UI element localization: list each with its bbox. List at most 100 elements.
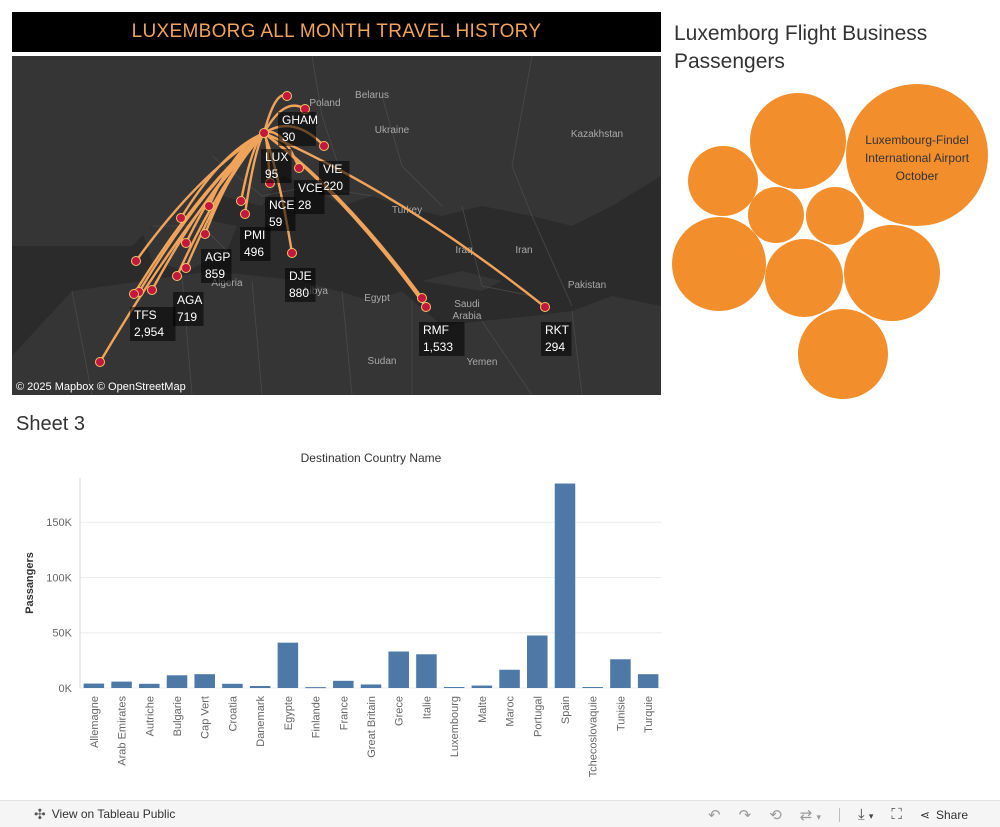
bubble[interactable]: [846, 84, 988, 226]
map-border: [511, 56, 533, 217]
bar[interactable]: [610, 659, 631, 688]
bar[interactable]: [166, 675, 188, 688]
flight-route[interactable]: [132, 132, 265, 295]
airport-marker[interactable]: [172, 271, 182, 281]
airport-marker[interactable]: [200, 229, 210, 239]
download-icon[interactable]: ⤓ ▾: [858, 806, 874, 823]
bar[interactable]: [194, 674, 215, 688]
map-border: [571, 310, 583, 395]
bar-chart[interactable]: Destination Country Name 0K 50K 100K 150K Pas…: [12, 445, 672, 795]
redo-icon[interactable]: ↷: [738, 806, 752, 824]
map-border: [381, 95, 443, 207]
bar[interactable]: [222, 683, 243, 688]
flight-route[interactable]: [263, 131, 546, 308]
airport-marker[interactable]: [236, 196, 246, 206]
flight-route[interactable]: [98, 132, 265, 363]
bar[interactable]: [249, 686, 271, 688]
airport-label-bg: [541, 322, 572, 356]
airport-marker[interactable]: [287, 248, 297, 258]
map-country-label: Egypt: [364, 293, 390, 304]
airport-marker[interactable]: [204, 201, 214, 211]
bar[interactable]: [111, 681, 132, 688]
bar[interactable]: [360, 684, 382, 688]
airport-marker[interactable]: [129, 289, 139, 299]
x-tick-label: Luxembourg: [449, 696, 461, 757]
airport-value-label: 28: [298, 198, 312, 212]
view-on-tableau-link[interactable]: ✣ View on Tableau Public: [34, 806, 175, 823]
airport-marker[interactable]: [282, 91, 292, 101]
airport-marker[interactable]: [181, 238, 191, 248]
map-country-label: Arabia: [453, 311, 482, 322]
airport-marker[interactable]: [417, 293, 427, 303]
airport-marker[interactable]: [147, 285, 157, 295]
bar[interactable]: [527, 635, 548, 689]
bar[interactable]: [388, 651, 409, 688]
airport-marker[interactable]: [294, 163, 304, 173]
airport-marker[interactable]: [176, 213, 186, 223]
revert-icon[interactable]: ⟲: [769, 806, 782, 824]
airport-marker[interactable]: [131, 256, 141, 266]
bubble[interactable]: [750, 93, 846, 189]
bar[interactable]: [637, 674, 659, 688]
bubble-label: International Airport: [865, 151, 970, 165]
airport-code-label: RKT: [545, 323, 570, 337]
airport-marker[interactable]: [421, 302, 431, 312]
airport-code-label: PMI: [244, 228, 265, 242]
travel-map[interactable]: Belarus Poland Ukraine Kazakhstan Turkey Iraq…: [12, 56, 661, 395]
airport-code-label: AGA: [177, 293, 202, 307]
airport-label-bg: [261, 149, 292, 183]
bar[interactable]: [582, 687, 603, 689]
map-canvas[interactable]: Belarus Poland Ukraine Kazakhstan Turkey Iraq…: [12, 56, 661, 395]
share-button[interactable]: ⋖ Share: [920, 808, 968, 822]
airport-code-label: LUX: [265, 150, 288, 164]
map-attribution: © 2025 Mapbox © OpenStreetMap: [16, 381, 186, 393]
fullscreen-icon[interactable]: ⛶: [891, 806, 902, 823]
bubble-chart[interactable]: Luxembourg-Findel International Airport Oc…: [660, 78, 1000, 408]
airport-code-label: AGP: [205, 250, 230, 264]
bubble[interactable]: [844, 225, 940, 321]
bar[interactable]: [277, 642, 299, 688]
x-tick-label: Finlande: [311, 696, 323, 738]
airport-marker[interactable]: [240, 209, 250, 219]
bubble[interactable]: [748, 187, 804, 243]
map-country-label: Sudan: [368, 356, 397, 367]
airport-code-label: TFS: [134, 308, 157, 322]
x-tick-label: Malte: [477, 696, 489, 723]
bar[interactable]: [83, 683, 105, 688]
airport-marker[interactable]: [540, 302, 550, 312]
x-tick-label: Egypte: [283, 696, 295, 730]
bar[interactable]: [139, 683, 160, 688]
tableau-logo-icon: ✣: [34, 805, 46, 822]
share-label: Share: [935, 807, 968, 822]
x-tick-label: Maroc: [505, 696, 517, 727]
bubble[interactable]: [672, 217, 766, 311]
map-border: [311, 56, 343, 177]
airport-marker[interactable]: [319, 141, 329, 151]
airport-marker[interactable]: [95, 357, 105, 367]
bar[interactable]: [443, 687, 465, 689]
x-tick-label: Croatia: [227, 695, 239, 731]
undo-icon[interactable]: ↶: [708, 806, 721, 824]
bar[interactable]: [305, 687, 326, 689]
x-tick-label: Autriche: [144, 696, 156, 736]
airport-code-label: VCE: [298, 181, 323, 195]
bar[interactable]: [471, 685, 493, 688]
y-tick-label: 0K: [59, 683, 73, 695]
bar[interactable]: [499, 669, 520, 688]
flight-route[interactable]: [135, 131, 265, 262]
bubble[interactable]: [806, 187, 864, 245]
bubble[interactable]: [798, 309, 888, 399]
bar[interactable]: [554, 483, 576, 688]
bar[interactable]: [416, 654, 437, 688]
refresh-icon[interactable]: ⇄ ▾: [799, 806, 822, 824]
x-tick-label: Spain: [560, 696, 572, 724]
airport-marker[interactable]: [259, 128, 269, 138]
bar[interactable]: [333, 680, 354, 688]
airport-code-label: VIE: [323, 162, 342, 176]
bubble[interactable]: [765, 239, 843, 317]
bubble[interactable]: [688, 146, 758, 216]
x-tick-label: Cap Vert: [200, 696, 212, 739]
map-border: [341, 290, 353, 395]
airport-marker[interactable]: [181, 263, 191, 273]
airport-label-bg: [240, 227, 271, 261]
